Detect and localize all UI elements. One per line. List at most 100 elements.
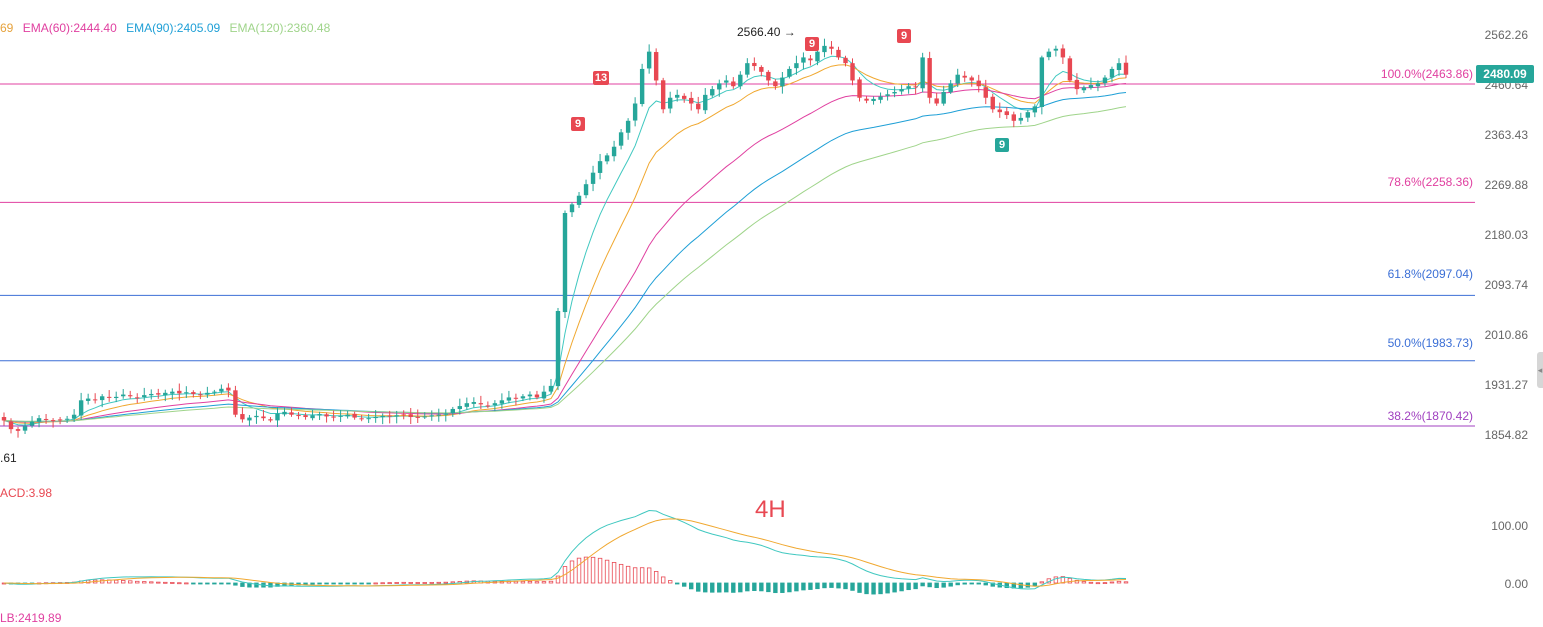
- td-marker-9: 9: [897, 29, 911, 43]
- candle-body: [829, 46, 834, 49]
- candle-body: [324, 414, 329, 417]
- macd-bar: [576, 557, 582, 584]
- candle-body: [492, 403, 498, 406]
- candle-body: [941, 91, 946, 104]
- macd-bar: [780, 582, 785, 593]
- candle-body: [618, 132, 624, 146]
- candle-body: [366, 418, 371, 420]
- candle-body: [976, 80, 981, 87]
- macd-bar: [1109, 581, 1115, 584]
- candle-body: [198, 394, 203, 396]
- macd-bar: [632, 567, 638, 584]
- macd-bar: [787, 582, 792, 593]
- macd-bar: [219, 582, 224, 585]
- macd-bar: [520, 580, 526, 584]
- macd-bar: [128, 580, 133, 584]
- candle-body: [78, 400, 84, 416]
- macd-bar: [646, 567, 652, 584]
- macd-bar: [871, 582, 876, 595]
- macd-bar: [212, 582, 217, 585]
- timeframe-label: 4H: [755, 496, 786, 523]
- candle-body: [703, 94, 708, 111]
- candle-body: [1025, 112, 1031, 118]
- candle-body: [310, 415, 315, 419]
- price-tick: 1854.82: [1484, 428, 1528, 442]
- candle-body: [338, 415, 343, 417]
- macd-bar: [345, 582, 350, 585]
- candle-body: [773, 81, 778, 87]
- fib-label-500: 50.0%(1983.73): [1387, 336, 1473, 350]
- macd-dea-line: [3, 518, 1127, 587]
- macd-bar: [913, 582, 918, 590]
- macd-bar: [1123, 581, 1129, 584]
- macd-bar: [836, 582, 841, 589]
- macd-bar: [639, 567, 645, 584]
- macd-bar: [969, 582, 974, 585]
- macd-bar: [653, 571, 659, 584]
- candle-body: [934, 98, 939, 104]
- macd-bar: [121, 579, 126, 584]
- macd-bar: [324, 582, 329, 585]
- candle-body: [450, 408, 455, 414]
- candle-body: [906, 86, 911, 89]
- macd-bar: [745, 582, 750, 592]
- ema-legend-short: 69: [0, 21, 14, 35]
- price-tick: 1931.27: [1484, 378, 1528, 392]
- macd-bar: [387, 582, 392, 585]
- candle-body: [955, 74, 960, 84]
- macd-bar: [359, 582, 364, 585]
- candle-body: [625, 120, 631, 133]
- candle-body: [135, 397, 140, 399]
- ema-short-line: [3, 55, 1127, 426]
- candle-body: [913, 86, 918, 88]
- low-annotation: .61: [0, 451, 17, 465]
- candle-body: [317, 414, 322, 416]
- macd-bar: [142, 581, 147, 584]
- macd-bar: [443, 581, 448, 584]
- candle-body: [766, 71, 771, 81]
- ema-legend: 69 EMA(60):2444.40 EMA(90):2405.09 EMA(1…: [0, 21, 336, 35]
- candle-body: [478, 403, 484, 405]
- candle-body: [499, 400, 505, 404]
- td-marker-9: 9: [571, 117, 585, 131]
- macd-bar: [618, 563, 624, 584]
- candle-body: [240, 414, 245, 420]
- candle-body: [759, 66, 764, 72]
- candle-body: [275, 413, 280, 421]
- macd-bar: [534, 581, 540, 584]
- candle-body: [247, 417, 252, 421]
- candle-body: [731, 81, 736, 87]
- candle-body: [1123, 62, 1129, 75]
- macd-bar: [366, 582, 371, 585]
- candle-body: [436, 414, 441, 416]
- macd-label: ACD:3.98: [0, 486, 53, 500]
- candle-body: [794, 63, 799, 69]
- candle-body: [219, 388, 224, 392]
- candlesticks: [1, 38, 1129, 438]
- candle-body: [969, 77, 974, 81]
- macd-bar: [920, 582, 925, 587]
- ema90-line: [3, 92, 1127, 422]
- macd-bar: [1067, 577, 1073, 584]
- candle-body: [345, 414, 350, 417]
- macd-panel: [1, 509, 1129, 595]
- candle-body: [738, 74, 743, 87]
- fibonacci-levels: [0, 83, 1475, 427]
- candle-body: [667, 97, 673, 109]
- fib-label-618: 61.8%(2097.04): [1387, 267, 1473, 281]
- candle-body: [1095, 83, 1101, 87]
- collapse-handle-icon[interactable]: ◂: [1537, 352, 1543, 388]
- macd-bar: [240, 582, 245, 587]
- candle-body: [815, 51, 820, 62]
- macd-bar: [675, 582, 680, 585]
- macd-bar: [1053, 576, 1059, 584]
- candle-body: [373, 417, 378, 419]
- macd-tick: 100.00: [1491, 519, 1528, 533]
- macd-bar: [927, 582, 932, 588]
- candle-body: [99, 396, 105, 401]
- macd-bar: [717, 582, 722, 593]
- macd-bar: [205, 582, 210, 585]
- candle-body: [1102, 77, 1108, 84]
- candle-body: [962, 75, 967, 78]
